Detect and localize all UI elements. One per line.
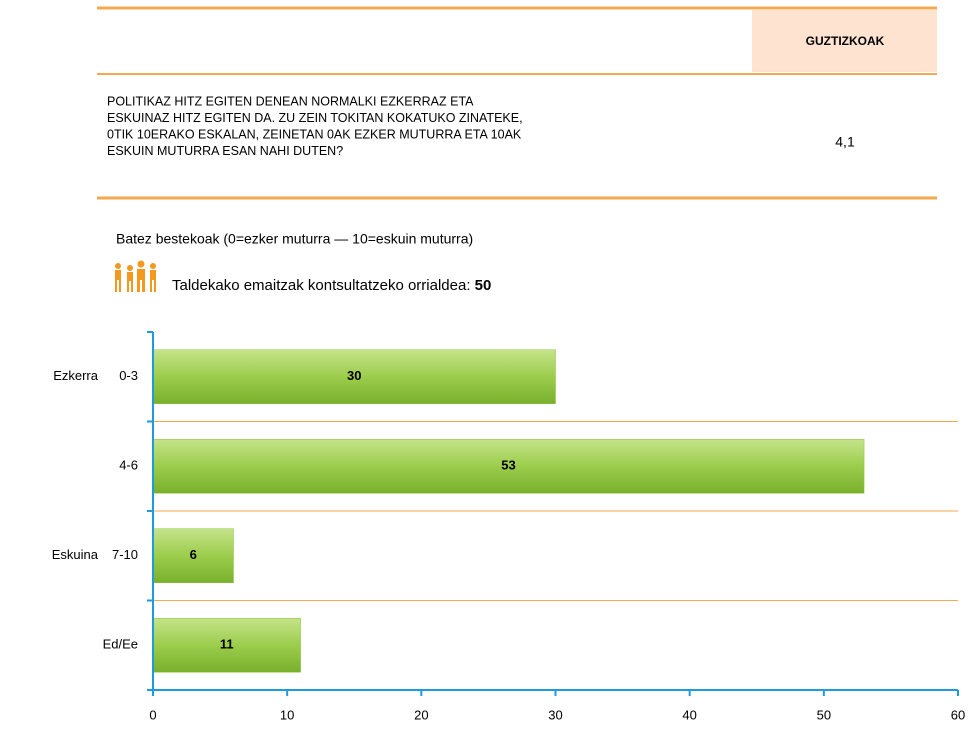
y-tick-label: 4-6 xyxy=(119,458,138,473)
note-page: 50 xyxy=(475,277,492,294)
bar xyxy=(152,528,234,583)
group-label: Eskuina xyxy=(52,547,99,562)
y-tick-label: 7-10 xyxy=(112,547,138,562)
bar-label: 6 xyxy=(190,547,197,562)
bar xyxy=(152,439,865,494)
x-tick-label: 20 xyxy=(414,707,428,722)
note: Taldekako emaitzak kontsultatzeko orrial… xyxy=(172,277,491,294)
question-line: ESKUIN MUTURRA ESAN NAHI DUTEN? xyxy=(107,144,343,158)
x-tick-label: 30 xyxy=(548,707,562,722)
bar xyxy=(152,618,301,673)
question: POLITIKAZ HITZ EGITEN DENEAN NORMALKI EZ… xyxy=(107,94,523,158)
table-value: 4,1 xyxy=(835,134,855,150)
bar-label: 30 xyxy=(347,368,361,383)
bar xyxy=(152,349,556,404)
x-tick-label: 40 xyxy=(682,707,696,722)
x-tick-label: 50 xyxy=(817,707,831,722)
group-label: Ezkerra xyxy=(53,368,99,383)
x-tick-label: 60 xyxy=(951,707,965,722)
header-cell xyxy=(752,10,937,72)
x-tick-label: 10 xyxy=(280,707,294,722)
bar-label: 53 xyxy=(501,458,515,473)
y-tick-label: 0-3 xyxy=(119,368,138,383)
table-header: GUZTIZKOAK xyxy=(806,34,885,48)
family-icon xyxy=(115,260,156,292)
y-tick-label: Ed/Ee xyxy=(103,637,138,652)
question-line: POLITIKAZ HITZ EGITEN DENEAN NORMALKI EZ… xyxy=(107,94,474,108)
note-text: Taldekako emaitzak kontsultatzeko orrial… xyxy=(172,277,471,294)
question-line: ESKUINAZ HITZ EGITEN DA. ZU ZEIN TOKITAN… xyxy=(107,111,523,125)
question-line: 0TIK 10ERAKO ESKALAN, ZEINETAN 0AK EZKER… xyxy=(107,127,522,141)
subtitle: Batez bestekoak (0=ezker muturra — 10=es… xyxy=(116,231,473,247)
x-tick-label: 0 xyxy=(149,707,156,722)
bar-label: 11 xyxy=(220,637,234,652)
